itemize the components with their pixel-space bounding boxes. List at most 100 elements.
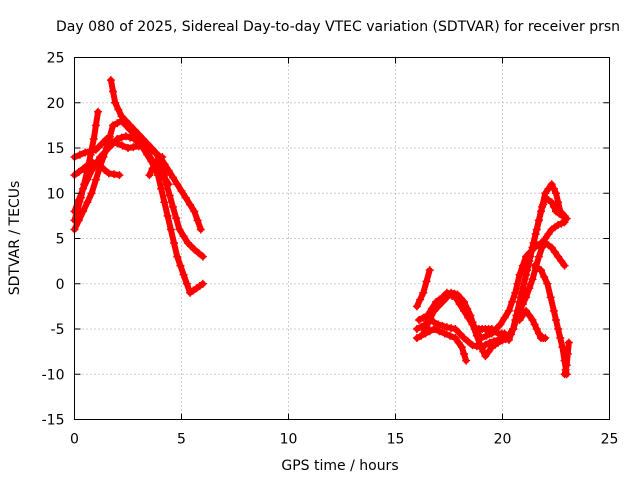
data-point-marker [172, 214, 181, 223]
data-point-marker [554, 252, 563, 261]
data-point-marker [130, 130, 139, 139]
data-point-marker [484, 347, 493, 356]
data-point-marker [438, 293, 447, 302]
data-point-marker [447, 324, 456, 333]
data-point-marker [110, 170, 119, 179]
x-tick-label: 20 [494, 432, 512, 448]
data-point-marker [111, 98, 120, 107]
data-point-marker [435, 327, 444, 336]
data-point-marker [541, 234, 550, 243]
data-point-marker [168, 202, 177, 211]
data-point-marker [459, 349, 468, 358]
data-point-marker [104, 169, 113, 178]
data-point-marker [561, 365, 570, 374]
data-point-marker [194, 248, 203, 257]
data-point-marker [198, 279, 207, 288]
data-point-marker [182, 279, 191, 288]
data-point-marker [560, 218, 569, 227]
data-point-marker [537, 207, 546, 216]
data-point-marker [492, 325, 501, 333]
data-point-marker [96, 162, 105, 171]
data-point-marker [468, 320, 477, 329]
data-point-marker [138, 141, 147, 150]
data-point-marker [464, 309, 473, 318]
data-point-marker [442, 323, 451, 332]
data-point-marker [547, 198, 556, 207]
data-point-marker [109, 121, 118, 130]
data-point-marker [158, 153, 167, 162]
data-point-marker [425, 315, 434, 324]
series-track-8 [412, 266, 434, 311]
data-point-marker [106, 76, 115, 85]
data-point-marker [91, 175, 100, 184]
data-point-marker [462, 356, 471, 365]
y-tick-label: -5 [51, 322, 65, 338]
data-point-marker [177, 186, 186, 195]
data-point-marker [126, 125, 135, 134]
data-point-marker [560, 370, 569, 379]
data-point-marker [544, 229, 553, 238]
data-point-marker [537, 266, 546, 275]
data-point-marker [546, 293, 555, 302]
y-tick-label: 20 [47, 96, 65, 112]
grid-lines [74, 57, 610, 420]
data-point-marker [464, 337, 473, 346]
data-point-marker [530, 320, 539, 329]
data-point-marker [86, 150, 95, 159]
data-point-marker [143, 148, 152, 157]
data-point-marker [175, 225, 184, 234]
data-point-marker [117, 116, 126, 125]
data-point-marker [468, 341, 477, 350]
data-point-marker [102, 144, 111, 152]
data-point-marker [457, 343, 466, 352]
data-point-marker [481, 340, 490, 349]
data-point-marker [532, 325, 541, 333]
data-point-marker [504, 306, 513, 315]
data-point-marker [442, 288, 451, 297]
series-track-7 [145, 153, 167, 180]
data-point-marker [109, 87, 118, 96]
data-point-marker [430, 325, 439, 333]
y-tick-label: 15 [47, 141, 65, 157]
data-point-marker [485, 338, 494, 347]
y-axis-label: SDTVAR / TECUs [7, 181, 23, 296]
data-point-marker [158, 171, 167, 180]
data-point-marker [83, 166, 92, 175]
data-point-marker [563, 349, 572, 358]
data-point-marker [129, 143, 138, 152]
data-point-marker [170, 239, 179, 248]
data-point-marker [190, 207, 199, 216]
data-point-marker [419, 313, 428, 322]
data-point-marker [415, 315, 424, 324]
data-point-marker [564, 338, 573, 347]
data-point-marker [560, 261, 569, 270]
data-point-marker [165, 191, 174, 200]
data-point-marker [179, 270, 188, 279]
series-track-15 [530, 261, 571, 379]
data-point-marker [451, 290, 460, 299]
data-point-marker [430, 306, 439, 315]
data-point-marker [97, 140, 106, 149]
data-point-marker [412, 334, 421, 343]
data-point-marker [556, 334, 565, 343]
data-point-marker [509, 325, 518, 333]
data-point-marker [550, 248, 559, 257]
data-point-marker [89, 134, 98, 143]
x-axis-label: GPS time / hours [281, 458, 398, 474]
data-point-marker [173, 180, 182, 189]
series-line [413, 267, 433, 310]
data-point-marker [455, 329, 464, 338]
data-point-marker [113, 134, 122, 143]
data-point-marker [160, 198, 169, 207]
y-tick-label: 0 [56, 277, 65, 293]
data-point-marker [168, 173, 177, 182]
data-point-marker [134, 134, 143, 143]
data-point-marker [528, 315, 537, 324]
data-point-marker [454, 338, 463, 347]
data-point-marker [519, 279, 528, 288]
data-point-marker [489, 337, 498, 346]
data-point-marker [549, 202, 558, 211]
data-point-marker [496, 320, 505, 329]
data-point-marker [538, 243, 547, 252]
data-point-marker [539, 200, 548, 209]
